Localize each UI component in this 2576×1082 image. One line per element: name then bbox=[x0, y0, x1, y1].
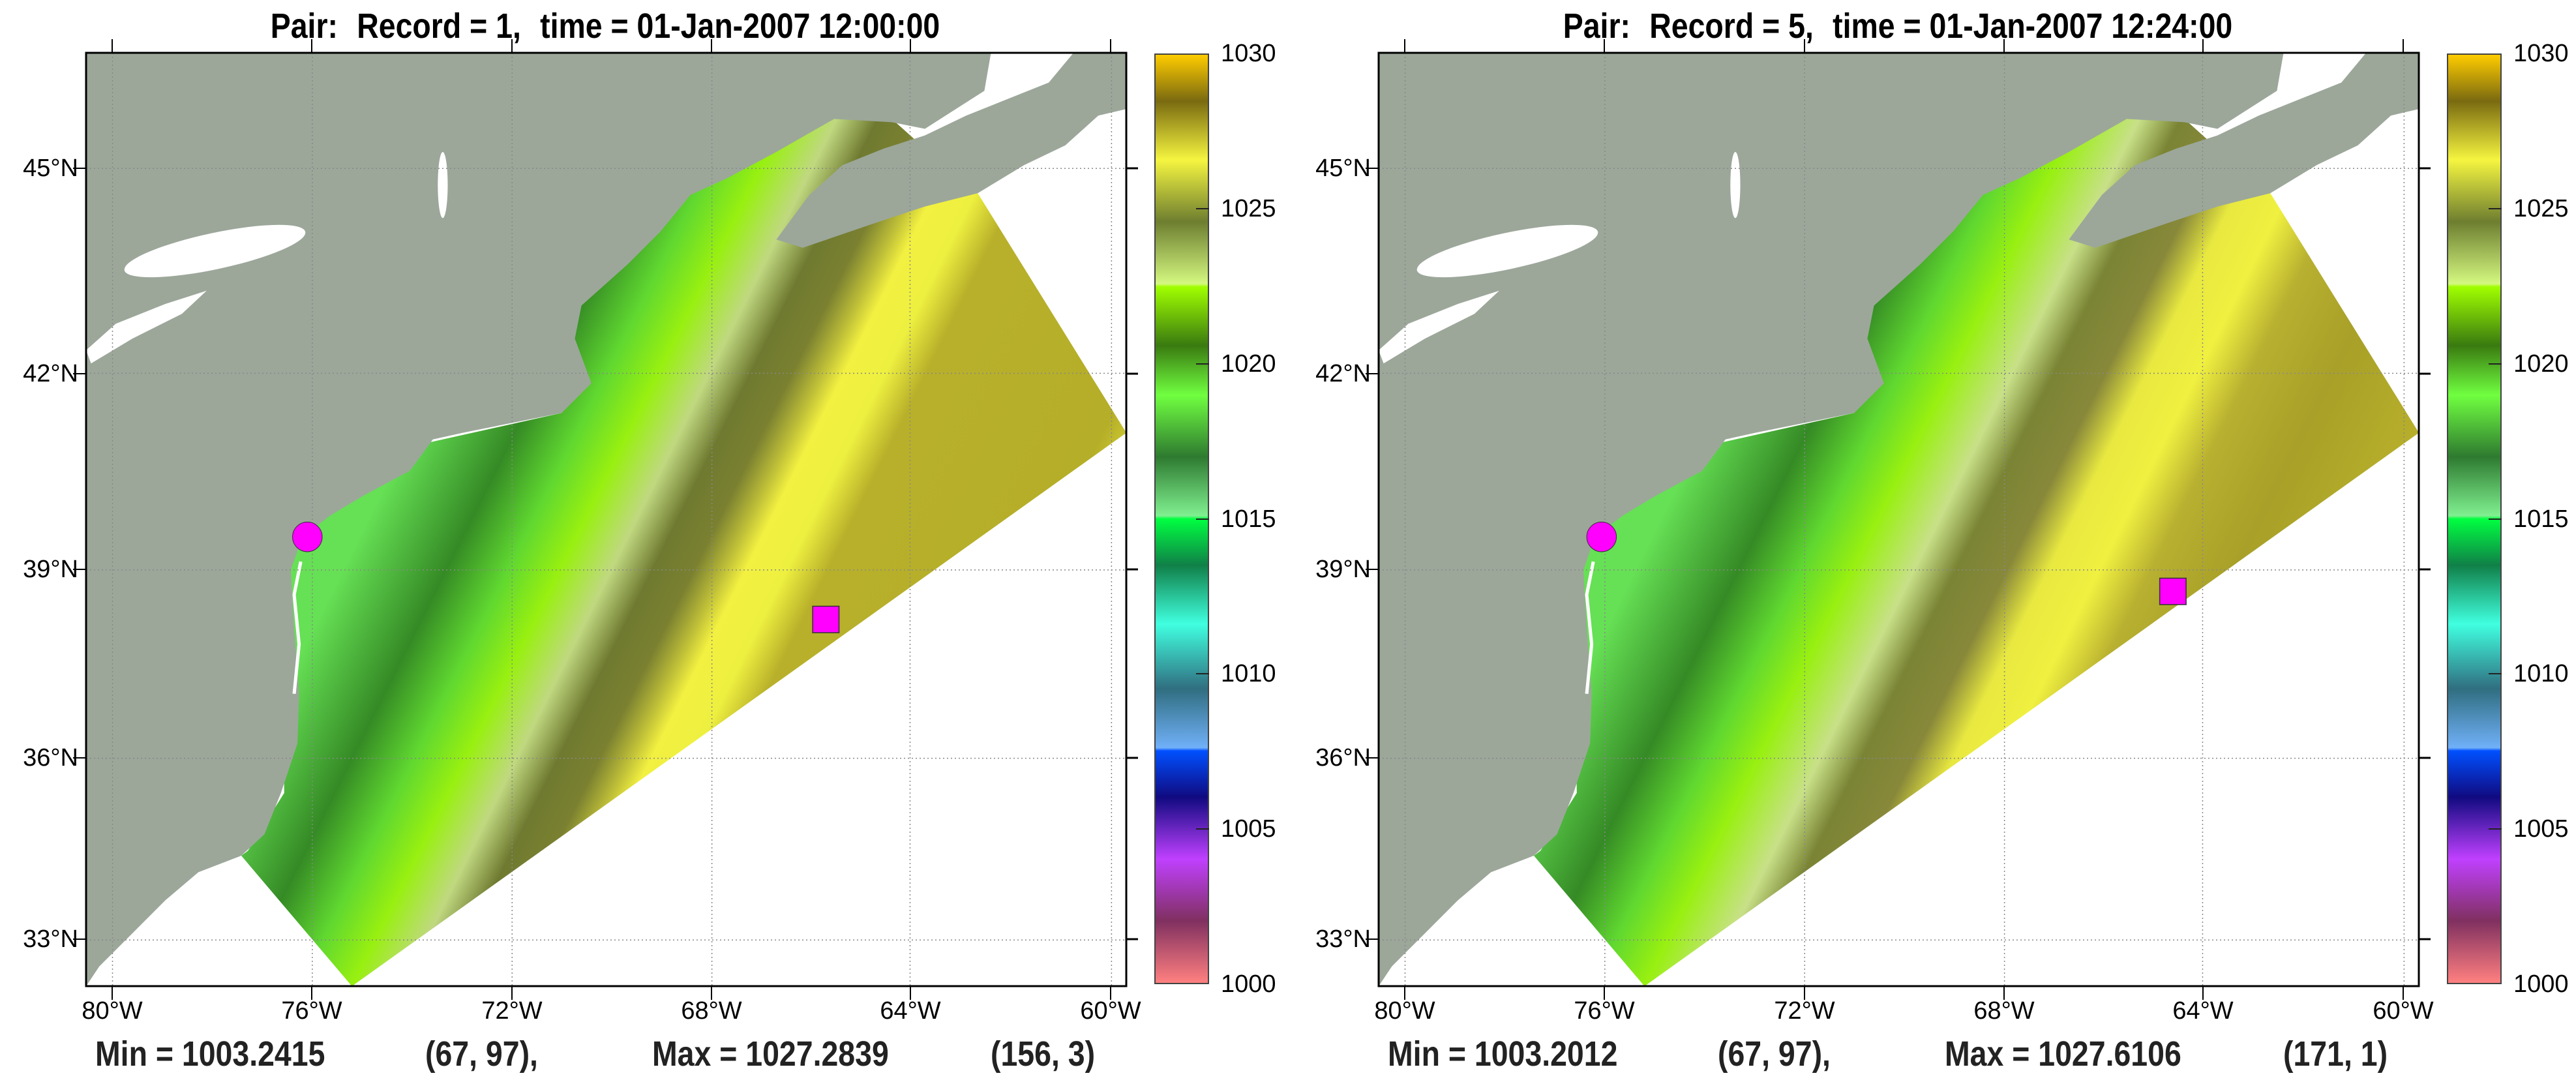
stat-max-loc: (156, 3) bbox=[991, 1034, 1096, 1074]
lake-ontario bbox=[1416, 224, 1598, 278]
title-record: Record = 5, bbox=[1649, 7, 1814, 46]
colorbar-tick-mark bbox=[2489, 207, 2502, 209]
title-time: time = 01-Jan-2007 12:00:00 bbox=[540, 7, 940, 46]
y-tick-label: 36°N bbox=[23, 744, 78, 772]
x-tick-label: 64°W bbox=[2172, 997, 2234, 1025]
colorbar-tick-label: 1005 bbox=[1221, 815, 1276, 843]
plot-frame bbox=[85, 52, 1128, 987]
y-tick-label: 45°N bbox=[1315, 155, 1371, 182]
map bbox=[1366, 39, 2431, 1000]
colorbar-tick-label: 1000 bbox=[1221, 970, 1276, 998]
x-tick-label: 80°W bbox=[82, 997, 143, 1025]
x-tick-label: 72°W bbox=[1774, 997, 1835, 1025]
colorbar-tick-mark bbox=[1196, 673, 1209, 675]
land-mass bbox=[86, 53, 991, 987]
title-time: time = 01-Jan-2007 12:24:00 bbox=[1833, 7, 2233, 46]
colorbar-tick-label: 1000 bbox=[2513, 970, 2569, 998]
colorbar-tick-label: 1025 bbox=[2513, 194, 2569, 222]
colorbar-tick-mark bbox=[2489, 673, 2502, 675]
colorbar-tick-mark bbox=[2489, 518, 2502, 520]
colorbar-tick-mark bbox=[1196, 828, 1209, 830]
stat-min-loc: (67, 97), bbox=[425, 1034, 538, 1074]
stat-min: Min = 1003.2415 bbox=[95, 1034, 325, 1074]
plot-title: Pair: Record = 5, time = 01-Jan-2007 12:24… bbox=[1563, 5, 2233, 47]
stat-min: Min = 1003.2012 bbox=[1388, 1034, 1618, 1074]
y-tick-label: 36°N bbox=[1315, 744, 1371, 772]
y-tick-label: 33°N bbox=[1315, 925, 1371, 953]
chesapeake-bay bbox=[292, 561, 303, 695]
x-tick-label: 68°W bbox=[681, 997, 742, 1025]
colorbar-tick-label: 1020 bbox=[1221, 350, 1276, 378]
stat-max-loc: (171, 1) bbox=[2283, 1034, 2388, 1074]
plot-panel-2: Pair: Record = 5, time = 01-Jan-2007 12:24… bbox=[1293, 0, 2576, 1082]
plot-panel-1: Pair: Record = 1, time = 01-Jan-2007 12:00… bbox=[23, 5, 1276, 1074]
circle-marker bbox=[1587, 522, 1617, 552]
square-marker bbox=[813, 607, 839, 633]
x-tick-label: 72°W bbox=[481, 997, 543, 1025]
y-tick-label: 42°N bbox=[1315, 360, 1371, 387]
colorbar-tick-label: 1015 bbox=[1221, 505, 1276, 533]
colorbar-tick-mark bbox=[1196, 363, 1209, 365]
lake-ontario bbox=[124, 224, 306, 278]
y-tick-label: 33°N bbox=[23, 925, 78, 953]
colorbar-tick-label: 1015 bbox=[2513, 505, 2569, 533]
x-tick-label: 76°W bbox=[281, 997, 342, 1025]
land-mass bbox=[1379, 53, 2284, 987]
colorbar-tick-label: 1020 bbox=[2513, 350, 2569, 378]
plot-title: Pair: Record = 1, time = 01-Jan-2007 12:00… bbox=[271, 5, 940, 47]
nova-scotia-land bbox=[2069, 53, 2419, 248]
colorbar-tick-mark bbox=[2489, 363, 2502, 365]
stat-max: Max = 1027.2839 bbox=[652, 1034, 889, 1074]
lake-champlain bbox=[438, 151, 448, 218]
stat-max: Max = 1027.6106 bbox=[1945, 1034, 2181, 1074]
colorbar-tick-mark bbox=[1196, 518, 1209, 520]
x-tick-label: 80°W bbox=[1374, 997, 1435, 1025]
lake-erie bbox=[1379, 290, 1499, 364]
colorbar-tick-mark bbox=[1196, 207, 1209, 209]
colorbar-tick-label: 1030 bbox=[2513, 40, 2569, 67]
square-marker bbox=[2160, 578, 2187, 605]
y-tick-label: 42°N bbox=[23, 360, 78, 387]
title-record: Record = 1, bbox=[357, 7, 521, 46]
colorbar-tick-label: 1005 bbox=[2513, 815, 2569, 843]
chesapeake-bay bbox=[1585, 561, 1595, 695]
colorbar-tick-mark bbox=[2489, 828, 2502, 830]
lake-erie bbox=[86, 290, 207, 364]
x-tick-label: 60°W bbox=[2373, 997, 2434, 1025]
y-tick-label: 45°N bbox=[23, 155, 78, 182]
x-tick-label: 68°W bbox=[1973, 997, 2035, 1025]
y-tick-label: 39°N bbox=[23, 556, 78, 583]
colorbar-tick-label: 1010 bbox=[1221, 660, 1276, 688]
y-tick-label: 39°N bbox=[1315, 556, 1371, 583]
colorbar-tick-label: 1025 bbox=[1221, 194, 1276, 222]
title-pair: Pair: bbox=[270, 7, 338, 46]
circle-marker bbox=[293, 522, 323, 552]
map bbox=[73, 39, 1138, 1000]
x-tick-label: 64°W bbox=[880, 997, 941, 1025]
colorbar-tick-label: 1010 bbox=[2513, 660, 2569, 688]
lake-champlain bbox=[1730, 151, 1741, 218]
pressure-field bbox=[241, 115, 1127, 987]
colorbar-tick-label: 1030 bbox=[1221, 40, 1276, 67]
x-tick-label: 60°W bbox=[1080, 997, 1141, 1025]
pressure-field bbox=[1534, 115, 2419, 987]
title-pair: Pair: bbox=[1563, 7, 1630, 46]
plot-frame bbox=[1377, 52, 2420, 987]
x-tick-label: 76°W bbox=[1574, 997, 1635, 1025]
nova-scotia-land bbox=[776, 53, 1127, 248]
stat-min-loc: (67, 97), bbox=[1718, 1034, 1831, 1074]
